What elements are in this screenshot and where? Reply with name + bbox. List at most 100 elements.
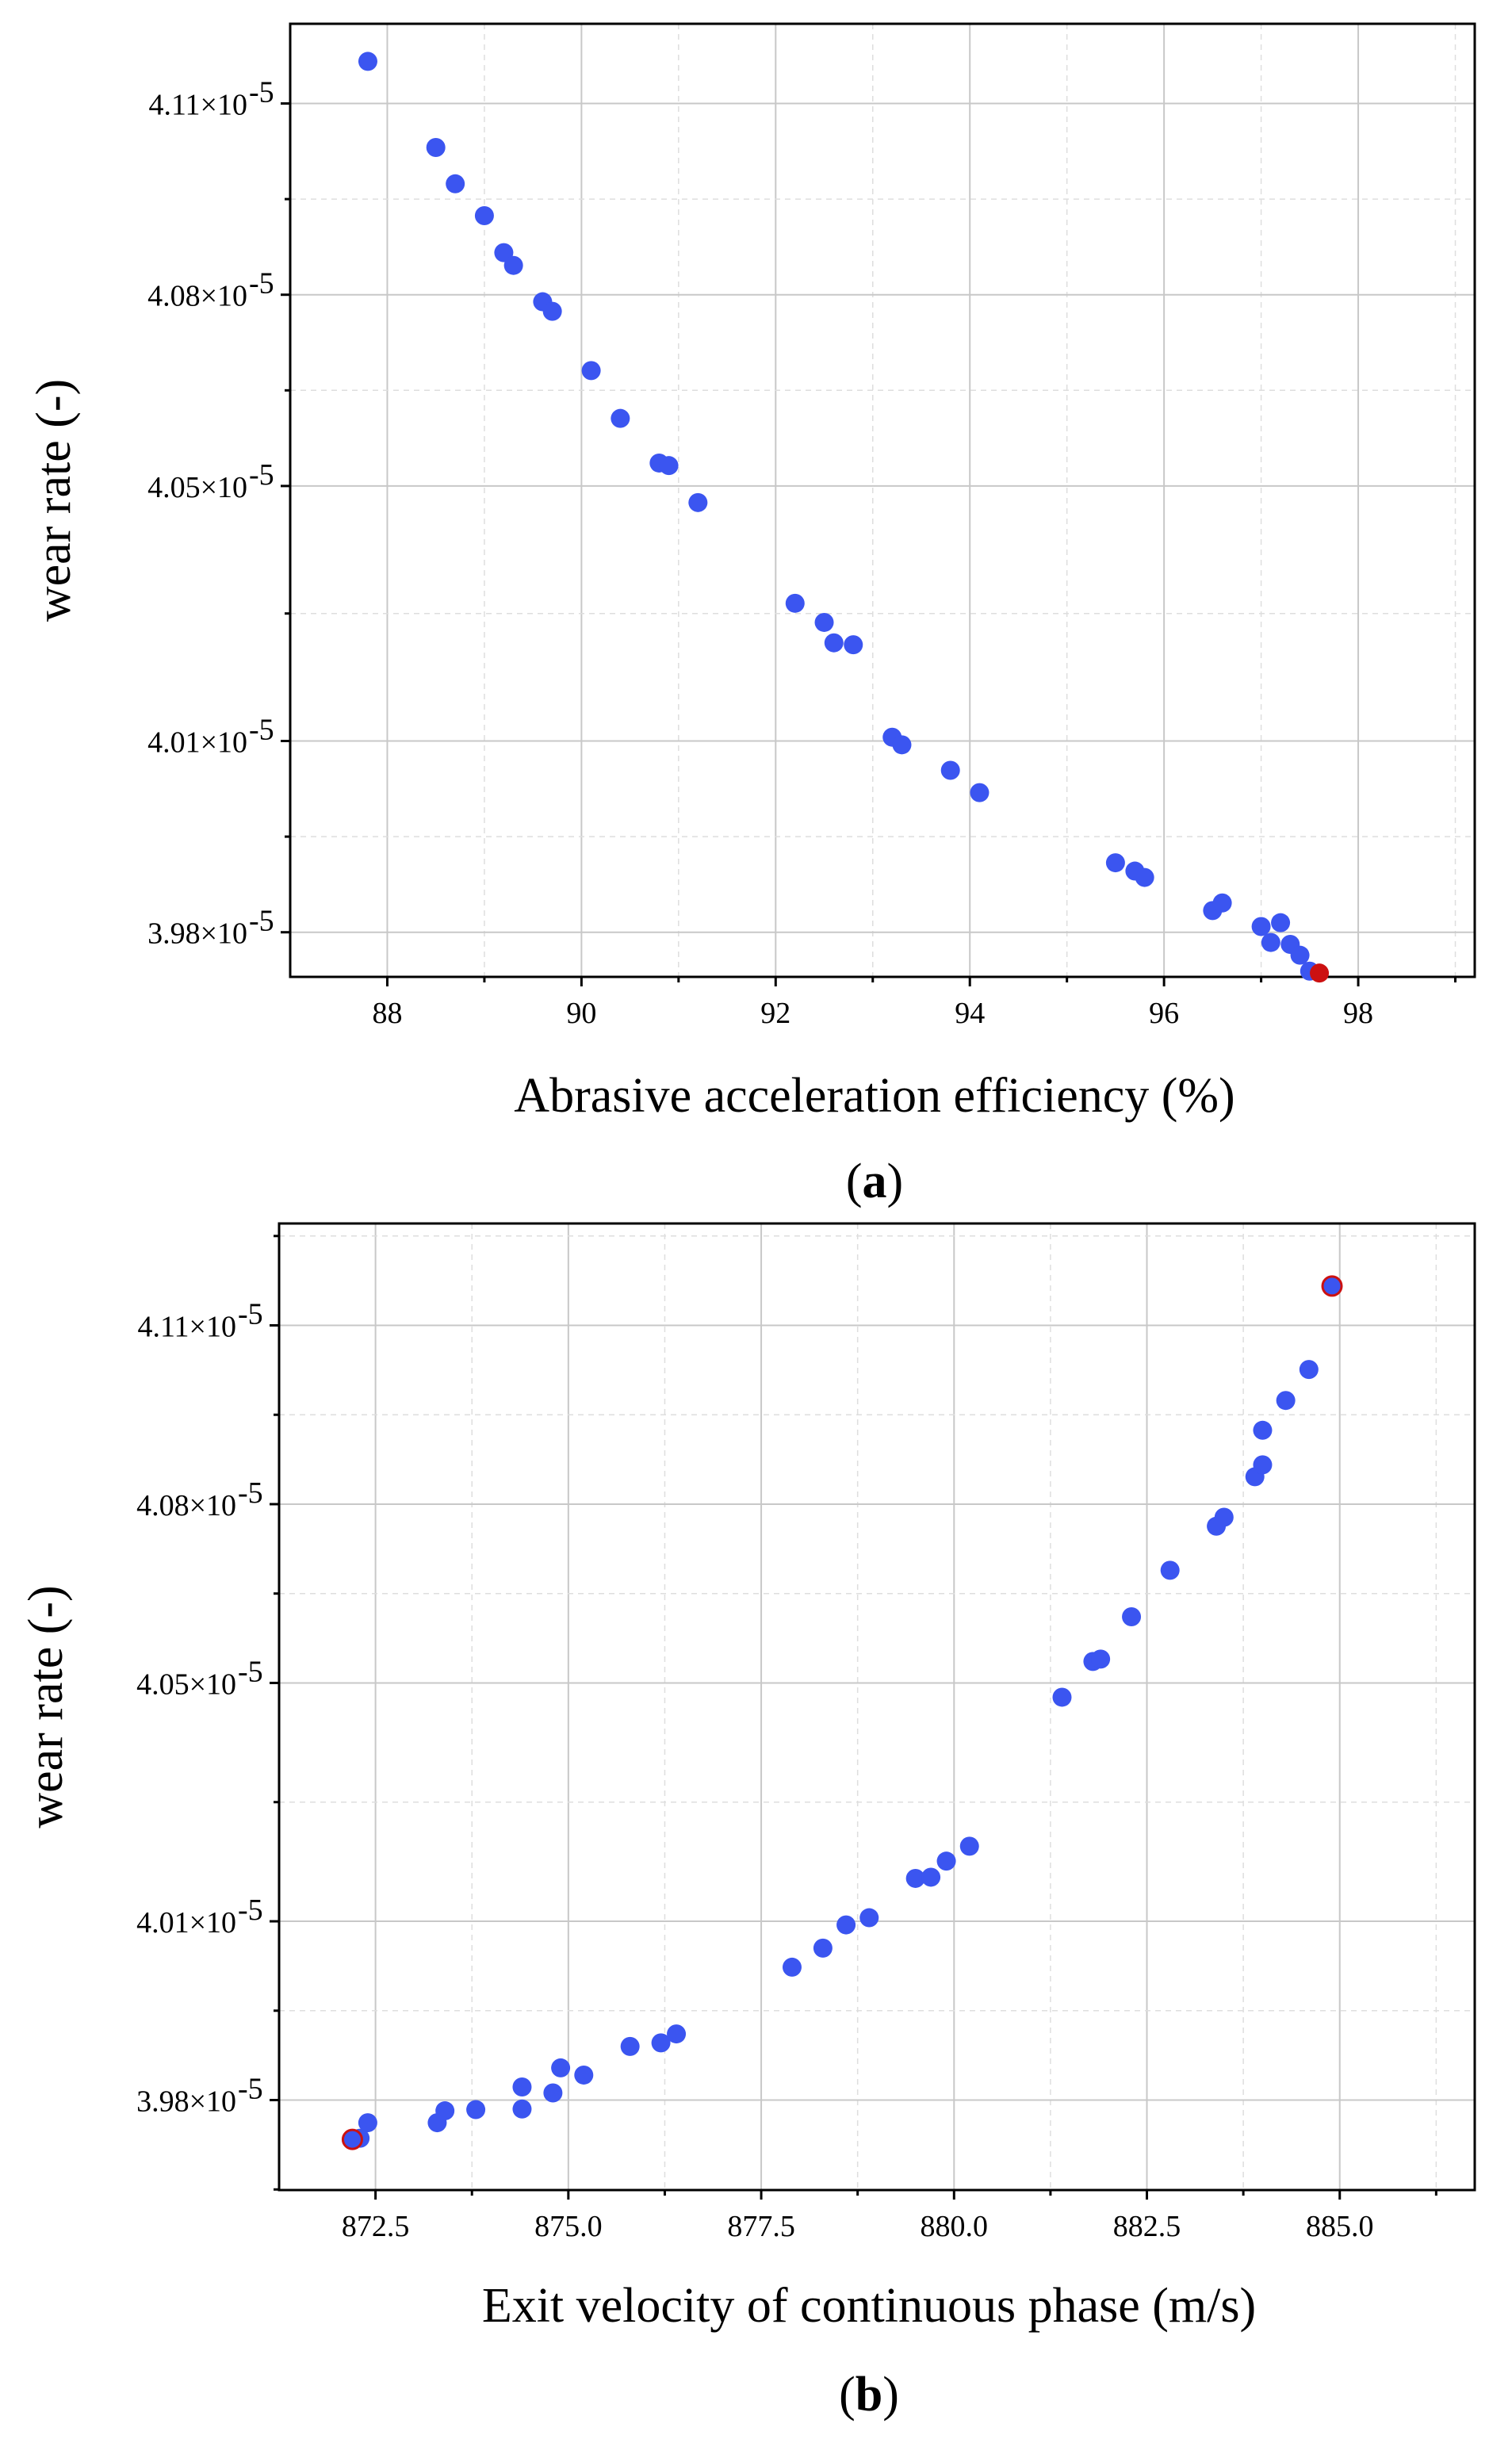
data-point [859,1908,879,1928]
data-point [1299,1360,1319,1380]
y-tick-label: 4.11×10 [137,1311,236,1344]
x-tick-label: 877.5 [727,2210,795,2243]
x-tick-label: 875.0 [534,2210,603,2243]
y-tick-exponent: -5 [249,76,274,109]
panel-caption: (b) [839,2368,899,2422]
panel-caption-letter: a [863,1154,887,1208]
x-tick-label: 88 [372,997,402,1030]
y-tick-label: 3.98×10 [147,917,247,951]
chart-panel-b: 872.5 875.0 877.5 880.0 882.5 885.03.98×10 -54… [19,1222,1476,2422]
y-tick-exponent: -5 [238,2073,263,2106]
data-point [1214,1507,1234,1527]
data-point-selected [1310,963,1330,983]
x-tick-label: 90 [566,997,596,1030]
data-point-extremes [341,2128,363,2150]
data-point [892,735,912,755]
data-point [1271,913,1291,932]
y-axis-label: wear rate (-) [19,1585,73,1828]
data-point [921,1867,941,1887]
data-point [1253,1420,1273,1440]
data-point [1105,853,1125,873]
data-point [543,2083,563,2103]
data-point [426,137,446,157]
y-tick-exponent: -5 [238,1476,263,1510]
y-tick-label: 4.11×10 [148,89,247,122]
x-tick-label: 94 [955,997,985,1030]
x-tick-label: 96 [1149,997,1179,1030]
y-tick-label: 4.08×10 [147,280,247,313]
data-point [1290,945,1310,965]
data-point [1091,1649,1111,1669]
y-tick-label: 4.05×10 [147,471,247,504]
y-tick-label: 4.08×10 [136,1489,236,1522]
data-point [1276,1391,1296,1411]
data-point [814,612,834,632]
x-tick-label: 885.0 [1306,2210,1374,2243]
data-point [844,635,863,655]
plot-frame [289,22,1476,978]
chart-panel-a: 88 90 92 94 96 983.98×10 -54.01×10 -54.05×10 -54… [27,22,1476,1208]
data-point [959,1836,979,1856]
data-point [940,760,960,780]
y-tick-label: 3.98×10 [136,2085,236,2119]
data-point [824,633,844,653]
panel-caption: (a) [846,1154,903,1208]
y-tick-exponent: -5 [238,1894,263,1927]
data-point [574,2065,594,2085]
y-tick-exponent: -5 [249,905,274,938]
data-point [936,1851,956,1871]
data-point [512,2099,532,2119]
data-point [1160,1560,1180,1580]
data-point [1212,893,1232,913]
data-point [905,1868,925,1888]
plot-frame [278,1222,1476,2192]
y-tick-exponent: -5 [249,714,274,747]
data-point [1052,1687,1072,1707]
x-tick-label: 882.5 [1113,2210,1181,2243]
y-tick-exponent: -5 [238,1298,263,1331]
data-point [435,2101,455,2121]
data-point [466,2100,486,2119]
data-point [551,2058,571,2077]
data-point [836,1915,856,1935]
y-tick-label: 4.01×10 [136,1906,236,1939]
data-point [970,783,989,802]
data-point [813,1938,833,1958]
x-axis-label: Exit velocity of continuous phase (m/s) [482,2279,1256,2333]
y-tick-exponent: -5 [238,1655,263,1688]
y-axis-label: wear rate (-) [27,379,81,622]
x-axis-label: Abrasive acceleration efficiency (%) [514,1069,1234,1123]
data-point [358,2113,377,2133]
data-point [1122,1607,1142,1627]
data-point [512,2077,532,2096]
data-point [1135,867,1154,887]
data-point [785,593,805,613]
x-tick-label: 92 [760,997,790,1030]
data-point [1251,917,1271,936]
data-point [1253,1455,1273,1475]
x-tick-label: 98 [1343,997,1373,1030]
data-point [474,206,494,226]
data-point [611,408,630,428]
data-point [358,52,377,71]
x-tick-label: 872.5 [342,2210,410,2243]
panel-caption-letter: b [856,2368,882,2422]
data-point-extremes [1321,1275,1343,1297]
data-point [659,456,679,476]
data-point [503,255,523,275]
data-point [651,2033,671,2053]
y-tick-exponent: -5 [249,267,274,301]
data-point [688,492,708,512]
y-tick-label: 4.05×10 [136,1668,236,1701]
data-point [446,174,465,193]
y-tick-label: 4.01×10 [147,726,247,760]
data-point [620,2036,640,2056]
y-tick-exponent: -5 [249,458,274,492]
x-tick-label: 880.0 [921,2210,989,2243]
data-point [581,361,601,381]
data-point [1261,932,1280,952]
data-point [782,1957,802,1977]
data-point [542,301,562,321]
data-point [667,2024,687,2044]
